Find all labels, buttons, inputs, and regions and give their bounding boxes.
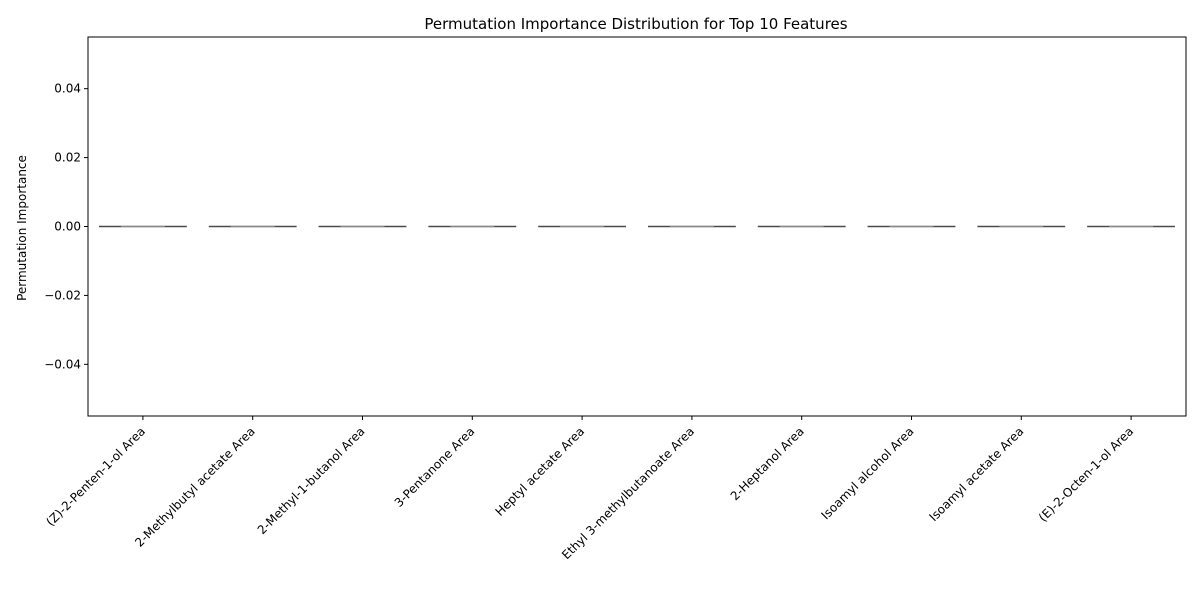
- x-tick-label: 3-Pentanone Area: [392, 424, 478, 510]
- chart-title: Permutation Importance Distribution for …: [424, 15, 847, 33]
- y-tick-label: 0.04: [54, 82, 81, 96]
- x-tick-label: 2-Methylbutyl acetate Area: [132, 424, 258, 550]
- x-tick-label: Isoamyl alcohol Area: [818, 424, 916, 522]
- x-tick-label: (Z)-2-Penten-1-ol Area: [43, 424, 148, 529]
- y-axis: −0.04 −0.02 0.00 0.02 0.04: [44, 82, 88, 371]
- x-tick-label: 2-Methyl-1-butanol Area: [255, 424, 368, 537]
- plot-frame: [87, 36, 1187, 417]
- y-tick-label: 0.02: [54, 151, 81, 165]
- x-tick-label: (E)-2-Octen-1-ol Area: [1036, 424, 1136, 524]
- x-tick-label: Heptyl acetate Area: [493, 424, 588, 519]
- x-tick-label: Ethyl 3-methylbutanoate Area: [559, 424, 697, 562]
- y-tick-label: −0.04: [44, 357, 81, 371]
- y-tick-label: −0.02: [44, 288, 81, 302]
- y-tick-label: 0.00: [54, 220, 81, 234]
- x-tick-label: 2-Heptanol Area: [728, 424, 807, 503]
- y-axis-label: Permutation Importance: [15, 155, 29, 301]
- x-tick-label: Isoamyl acetate Area: [926, 424, 1026, 524]
